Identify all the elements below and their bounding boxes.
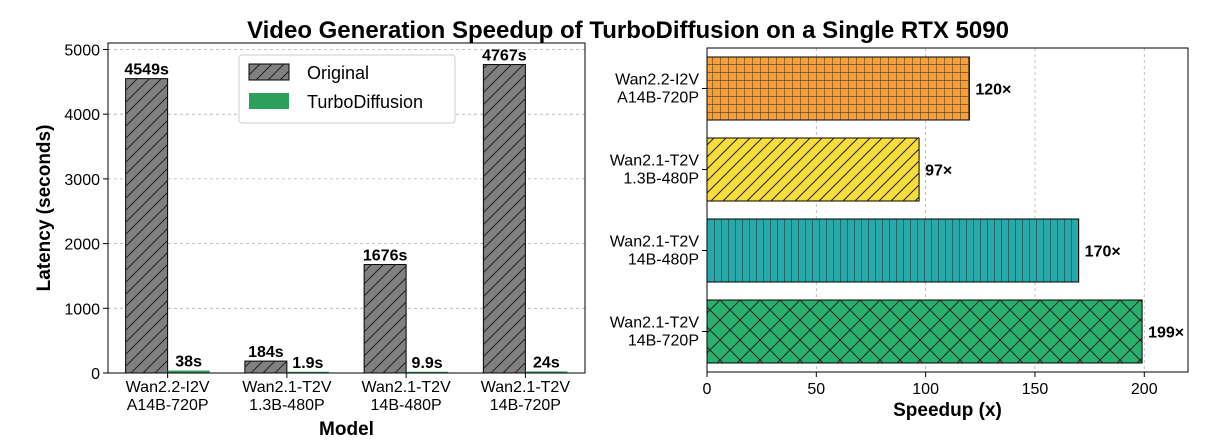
data-label: 199× [1148,325,1184,342]
legend: Original TurboDiffusion [238,54,456,124]
data-label: 9.9s [412,355,443,372]
x-tick-label: 0 [703,381,712,398]
y-tick-label: 3000 [64,172,100,189]
legend-label: Original [307,63,369,83]
data-label: 24s [533,354,560,371]
plot-frame [107,42,586,374]
bar-speedup-hatch [707,57,970,120]
data-label: 1.9s [292,355,323,372]
data-label: 1676s [363,248,408,265]
data-label: 184s [248,344,284,361]
y-tick-label: A14B-720P [617,90,699,107]
data-label: 4767s [482,48,527,65]
bar-turbodiffusion [525,371,568,373]
chart-title: Video Generation Speedup of TurboDiffusi… [247,17,1009,44]
x-tick-label: Wan2.1-T2V [242,379,332,396]
y-tick-label: 1.3B-480P [623,171,699,188]
x-tick-label: 50 [807,381,825,398]
y-tick-label: Wan2.1-T2V [610,234,700,251]
y-tick-label: 5000 [64,42,100,59]
bar-turbodiffusion [286,371,329,373]
legend-label: TurboDiffusion [307,92,423,112]
bar-speedup-hatch [707,219,1079,282]
y-tick-label: 0 [91,366,100,383]
data-label: 97× [925,163,952,180]
bar-speedup-hatch [707,300,1143,363]
bar-original-hatch [483,64,526,373]
x-tick-label: 1.3B-480P [249,397,325,414]
bar-turbodiffusion [167,370,210,373]
data-label: 38s [175,354,202,371]
legend-swatch-hatch [249,64,289,80]
y-tick-label: 1000 [64,301,100,318]
speedup-chart: 120×Wan2.2-I2VA14B-720P97×Wan2.1-T2V1.3B… [610,47,1189,421]
y-tick-label: 14B-720P [628,333,699,350]
x-tick-label: 14B-480P [371,397,442,414]
y-tick-label: 14B-480P [628,252,699,269]
bar-speedup-hatch [707,138,920,201]
y-tick-label: 4000 [64,107,100,124]
y-axis-label: Latency (seconds) [34,125,55,292]
x-tick-label: 14B-720P [490,397,561,414]
x-tick-label: A14B-720P [127,397,209,414]
y-tick-label: 2000 [64,237,100,254]
data-label: 120× [975,82,1011,99]
y-tick-label: Wan2.2-I2V [615,72,699,89]
data-label: 4549s [124,62,169,79]
x-tick-label: 100 [912,381,939,398]
bar-turbodiffusion [406,371,449,373]
x-tick-label: Wan2.1-T2V [481,379,571,396]
y-tick-label: Wan2.1-T2V [610,315,700,332]
bar-original-hatch [364,264,407,373]
x-axis-label: Speedup (x) [893,400,1002,421]
y-tick-label: Wan2.1-T2V [610,153,700,170]
x-tick-label: Wan2.2-I2V [126,379,210,396]
bar-original-hatch [244,361,287,373]
data-label: 170× [1085,244,1121,261]
x-tick-label: 200 [1131,381,1158,398]
bar-original-hatch [125,78,168,373]
legend-box [238,54,456,124]
plot-frame [706,47,1189,373]
legend-swatch [249,93,289,109]
latency-chart: 4549s 184s 1676s 4767s 38s 1.9s 9.9s 24s 0 1000 20… [34,42,586,440]
x-tick-label: 150 [1022,381,1049,398]
x-tick-label: Wan2.1-T2V [362,379,452,396]
x-axis-label: Model [319,419,374,440]
